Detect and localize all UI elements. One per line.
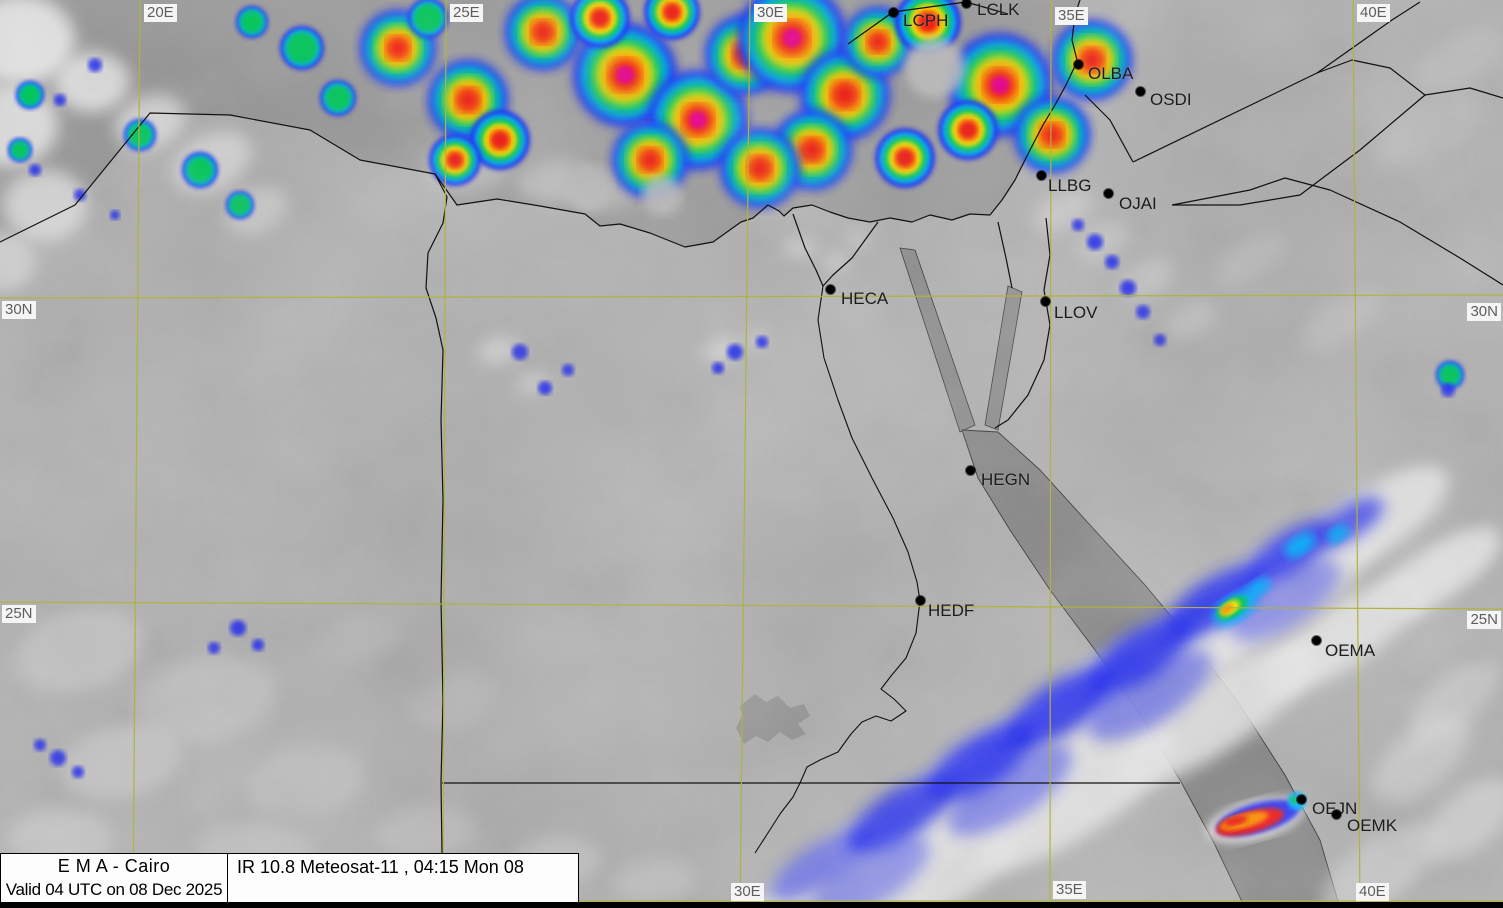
grid-label-40e: 40E: [1356, 883, 1389, 901]
jordan-river-dead-sea: [994, 217, 1051, 429]
north-africa-coastline: [0, 0, 1081, 248]
nile-river: [754, 285, 921, 854]
station-dot-icon: [826, 285, 835, 294]
station-label: OEJN: [1312, 799, 1358, 818]
product-box: IR 10.8 Meteosat-11 , 04:15 Mon 08: [227, 853, 579, 903]
station-dot-icon: [1136, 87, 1145, 96]
station-dot-icon: [1332, 810, 1341, 819]
nile-delta-east: [822, 221, 879, 287]
station-label: OEMK: [1347, 816, 1398, 835]
meridian-30e: [739, 0, 751, 908]
station-dot-icon: [916, 596, 925, 605]
station-dot-icon: [1297, 795, 1306, 804]
product-title-text: IR 10.8 Meteosat-11 , 04:15 Mon 08: [237, 857, 524, 877]
issuer-box: E M A - Cairo Valid 04 UTC on 08 Dec 202…: [0, 853, 228, 903]
syria-iraq-border: [1132, 1, 1421, 163]
station-label: HEGN: [981, 470, 1031, 489]
station-dot-icon: [1041, 297, 1050, 306]
grid-label-30n: 30N: [1467, 303, 1501, 321]
station-dot-icon: [1037, 171, 1046, 180]
issuer-agency-text: E M A - Cairo: [57, 856, 171, 876]
station-label: OSDI: [1150, 90, 1192, 109]
station-dot-icon: [962, 0, 971, 8]
libya-egypt-border: [425, 173, 448, 854]
meridian-20e: [132, 0, 141, 908]
bottom-black-strip: [0, 902, 1503, 908]
station-dot-icon: [966, 466, 975, 475]
grid-label-30e: 30E: [731, 883, 764, 901]
station-label: OEMA: [1325, 641, 1376, 660]
grid-label-35e: 35E: [1053, 881, 1086, 899]
station-label: HECA: [841, 289, 889, 308]
grid-label-25n: 25N: [2, 605, 36, 623]
grid-label-25n: 25N: [1467, 611, 1501, 629]
station-label: HEDF: [928, 601, 975, 620]
parallel-30n: [0, 294, 1503, 299]
meridian-40e: [1352, 0, 1361, 908]
parallel-25n: [0, 601, 1503, 610]
meridian-35e: [1049, 0, 1052, 908]
station-dot-icon: [1104, 189, 1113, 198]
north-iraq-border: [1316, 59, 1503, 99]
grid-label-20e: 20E: [144, 4, 177, 22]
station-label: OLBA: [1088, 64, 1134, 83]
station-label: LLBG: [1048, 176, 1092, 195]
station-dot-icon: [889, 8, 898, 17]
station-label: LCPH: [903, 11, 949, 30]
grid-label-35e: 35E: [1055, 7, 1088, 25]
station-label: OJAI: [1119, 194, 1157, 213]
grid-label-30e: 30E: [754, 4, 787, 22]
jordan-saudi-border: [1171, 177, 1503, 286]
grid-label-40e: 40E: [1357, 4, 1390, 22]
station-dot-icon: [1074, 60, 1083, 69]
israel-egypt-border: [997, 221, 1013, 289]
nile-delta-west: [792, 213, 824, 287]
syria-lebanon-border: [1084, 94, 1134, 163]
grid-label-25e: 25E: [450, 4, 483, 22]
borders-coastlines: [0, 0, 1503, 854]
iraq-saudi-border: [1172, 94, 1426, 206]
grid-label-30n: 30N: [2, 301, 36, 319]
meridian-25e: [442, 0, 447, 908]
station-label: LLOV: [1054, 303, 1098, 322]
station-dot-icon: [1312, 636, 1321, 645]
issuer-valid-text: Valid 04 UTC on 08 Dec 2025: [5, 880, 223, 899]
station-label: LCLK: [977, 0, 1020, 19]
